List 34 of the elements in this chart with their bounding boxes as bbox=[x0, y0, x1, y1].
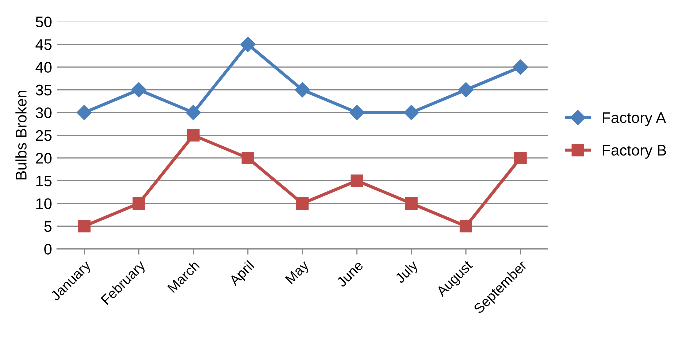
point bbox=[242, 152, 254, 164]
legend-label: Factory A bbox=[603, 112, 666, 126]
point bbox=[405, 197, 418, 210]
y-tick-label: 50 bbox=[36, 16, 52, 28]
y-tick-label: 45 bbox=[36, 40, 52, 50]
y-tick-label: 0 bbox=[44, 244, 52, 255]
point bbox=[350, 105, 365, 120]
point bbox=[513, 60, 528, 75]
point bbox=[132, 82, 147, 98]
point bbox=[132, 197, 146, 210]
legend-label: Factory B bbox=[603, 145, 666, 159]
point bbox=[186, 105, 202, 120]
y-tick-label: 5 bbox=[44, 221, 52, 232]
point bbox=[78, 220, 91, 233]
y-tick-label: 25 bbox=[36, 130, 52, 142]
x-tick-label: July bbox=[394, 260, 421, 286]
point bbox=[514, 152, 527, 164]
point bbox=[460, 220, 472, 233]
y-tick-label: 10 bbox=[36, 198, 52, 210]
point bbox=[350, 174, 364, 188]
point bbox=[404, 105, 420, 120]
y-tick-label: 35 bbox=[36, 84, 52, 96]
point bbox=[296, 197, 309, 210]
point bbox=[295, 82, 310, 98]
y-tick-label: 30 bbox=[36, 108, 52, 118]
point bbox=[76, 105, 92, 120]
point bbox=[240, 37, 256, 52]
point bbox=[187, 129, 200, 142]
point bbox=[458, 82, 474, 98]
y-axis-title: Bulbs Broken bbox=[16, 91, 27, 180]
y-tick-label: 40 bbox=[36, 62, 52, 74]
x-tick-label: May bbox=[285, 260, 312, 286]
y-tick-label: 20 bbox=[36, 153, 52, 164]
y-tick-label: 15 bbox=[36, 176, 52, 187]
